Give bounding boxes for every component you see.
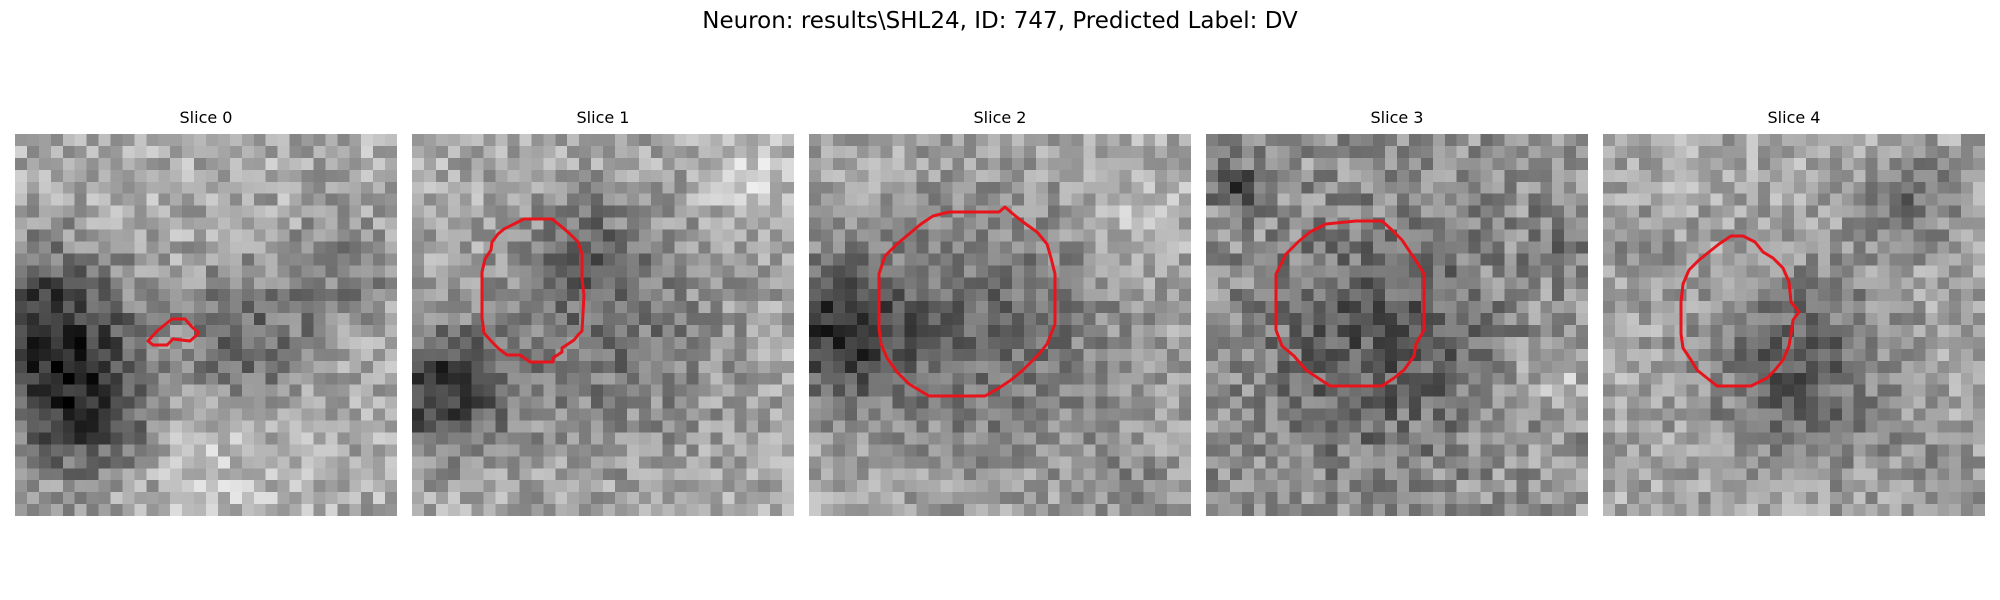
slice-image-3 [1206,134,1588,516]
slice-title-2: Slice 2 [973,108,1027,127]
roi-outline-4 [1679,234,1801,388]
slice-title-1: Slice 1 [576,108,630,127]
slice-title-0: Slice 0 [179,108,233,127]
slice-panel-1: Slice 1 [412,108,794,520]
slice-image-4 [1603,134,1985,516]
slice-image-2 [809,134,1191,516]
slice-title-3: Slice 3 [1370,108,1424,127]
slice-panel-0: Slice 0 [15,108,397,520]
roi-outline-0 [146,317,200,347]
slice-image-1 [412,134,794,516]
roi-outline-3 [1274,219,1426,388]
slice-panel-2: Slice 2 [809,108,1191,520]
slice-panel-3: Slice 3 [1206,108,1588,520]
figure-title: Neuron: results\SHL24, ID: 747, Predicte… [702,8,1298,34]
slice-title-4: Slice 4 [1767,108,1821,127]
slice-panel-4: Slice 4 [1603,108,1985,520]
roi-outline-1 [480,217,586,364]
slice-image-0 [15,134,397,516]
roi-outline-2 [877,205,1057,398]
